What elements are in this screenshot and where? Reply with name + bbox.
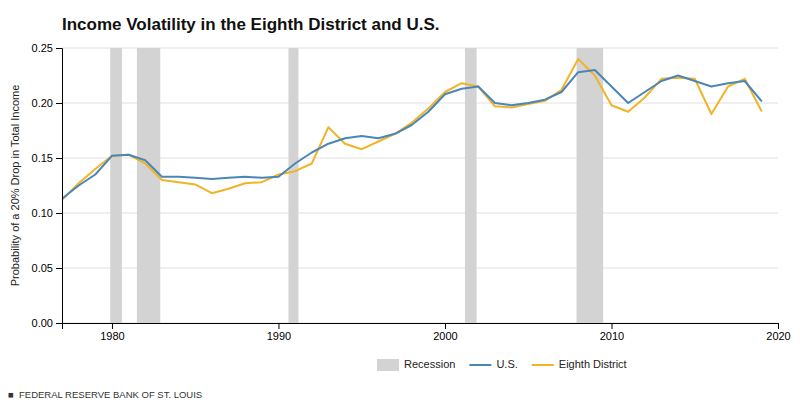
legend-item: Recession	[377, 358, 455, 371]
y-tick-label: 0.15	[32, 152, 53, 164]
y-axis-title: Probability of a 20% Drop in Total Incom…	[9, 85, 21, 287]
grid-line	[62, 103, 778, 104]
y-axis-line	[56, 49, 63, 324]
x-tick-mark	[112, 323, 113, 329]
legend-label: Eighth District	[559, 358, 627, 370]
title: Income Volatility in the Eighth District…	[62, 15, 440, 34]
grid-line	[62, 213, 778, 214]
series-line	[62, 59, 761, 200]
x-tick-label: 2000	[433, 330, 457, 342]
x-tick-label: 1980	[100, 330, 124, 342]
plot: 1980 1990 2000 2010 2020 0.00 0.05 0.10 0.15 0.20…	[32, 42, 791, 342]
grid-line	[62, 48, 778, 49]
legend-swatch	[377, 359, 399, 371]
x-tick-label: 1990	[267, 330, 291, 342]
x-tick: 2020	[766, 323, 790, 342]
x-tick-label: 2020	[766, 330, 790, 342]
y-tick-mark	[56, 268, 62, 269]
y-tick-mark	[56, 323, 62, 324]
y-tick-label: 0.10	[32, 207, 53, 219]
y-tick-label: 0.25	[32, 42, 53, 54]
legend-label: U.S.	[496, 358, 517, 370]
y-tick: 0.25	[32, 42, 62, 54]
marks	[62, 48, 761, 323]
y-tick: 0.10	[32, 207, 62, 219]
y-tick-label: 0.05	[32, 262, 53, 274]
recession-band	[465, 48, 477, 323]
recession-band	[137, 48, 160, 323]
x-tick-mark	[778, 323, 779, 329]
legend-label: Recession	[404, 358, 455, 370]
lines	[62, 59, 761, 200]
recession-band	[577, 48, 604, 323]
legend-item: U.S.	[469, 358, 517, 370]
legend-swatch	[469, 364, 491, 366]
y-tick: 0.20	[32, 97, 62, 109]
y-tick-mark	[56, 48, 62, 49]
recession-band	[288, 48, 298, 323]
y-tick-mark	[56, 213, 62, 214]
y-tick: 0.05	[32, 262, 62, 274]
grid-line	[62, 158, 778, 159]
x-axis-line	[63, 324, 779, 330]
grid	[62, 48, 778, 323]
x-tick-label: 2010	[600, 330, 624, 342]
y-tick-mark	[56, 103, 62, 104]
x-tick-mark	[278, 323, 279, 329]
y-tick: 0.00	[32, 317, 62, 329]
y-axis: 0.00 0.05 0.10 0.15 0.20 0.25	[32, 42, 63, 329]
series-line	[62, 70, 761, 199]
chart: 1980 1990 2000 2010 2020 0.00 0.05 0.10 0.15 0.20…	[0, 0, 800, 405]
x-tick: 2010	[600, 323, 624, 342]
legend-swatch	[532, 364, 554, 366]
legend-item: Eighth District	[532, 358, 627, 370]
x-tick-mark	[611, 323, 612, 329]
x-tick: 1980	[100, 323, 124, 342]
legend: Recession U.S. Eighth District	[377, 358, 627, 371]
footer: ■ FEDERAL RESERVE BANK OF ST. LOUIS	[8, 389, 202, 400]
shaded-regions	[110, 48, 603, 323]
x-tick-mark	[445, 323, 446, 329]
y-tick-label: 0.00	[32, 317, 53, 329]
x-tick: 1990	[267, 323, 291, 342]
grid-line	[62, 268, 778, 269]
y-tick-mark	[56, 158, 62, 159]
y-tick: 0.15	[32, 152, 62, 164]
recession-band	[110, 48, 122, 323]
y-tick-label: 0.20	[32, 97, 53, 109]
x-axis: 1980 1990 2000 2010 2020	[63, 323, 791, 342]
x-tick: 2000	[433, 323, 457, 342]
